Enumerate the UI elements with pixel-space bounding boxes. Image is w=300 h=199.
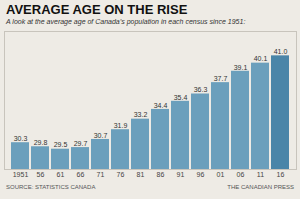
svg-text:41.0: 41.0	[274, 48, 288, 55]
svg-text:31.9: 31.9	[114, 122, 128, 129]
svg-text:81: 81	[137, 171, 145, 178]
svg-text:96: 96	[197, 171, 205, 178]
svg-text:56: 56	[37, 171, 45, 178]
html-text:THE CANADIAN PRESS: THE CANADIAN PRESS	[227, 184, 294, 190]
html-text:A look at the average age of C: A look at the average age of Canada’s po…	[6, 18, 246, 25]
svg-text:33.2: 33.2	[134, 111, 148, 118]
svg-text:86: 86	[157, 171, 165, 178]
svg-text:06: 06	[237, 171, 245, 178]
svg-text:40.1: 40.1	[254, 55, 268, 62]
svg-text:39.1: 39.1	[234, 64, 248, 71]
svg-text:71: 71	[97, 171, 105, 178]
svg-text:29.5: 29.5	[54, 141, 68, 148]
svg-text:66: 66	[77, 171, 85, 178]
svg-text:30.7: 30.7	[94, 132, 108, 139]
svg-text:35.4: 35.4	[174, 94, 188, 101]
svg-text:91: 91	[177, 171, 185, 178]
svg-text:01: 01	[217, 171, 225, 178]
svg-text:30.3: 30.3	[14, 135, 28, 142]
svg-text:76: 76	[117, 171, 125, 178]
html-text:SOURCE: STATISTICS CANADA: SOURCE: STATISTICS CANADA	[6, 184, 96, 190]
svg-text:29.8: 29.8	[34, 139, 48, 146]
svg-text:61: 61	[57, 171, 65, 178]
svg-text:11: 11	[257, 171, 264, 178]
svg-text:36.3: 36.3	[194, 86, 208, 93]
svg-text:37.7: 37.7	[214, 75, 228, 82]
svg-text:1951: 1951	[13, 171, 29, 178]
svg-text:16: 16	[277, 171, 285, 178]
svg-text:34.4: 34.4	[154, 102, 168, 109]
svg-text:29.7: 29.7	[74, 140, 88, 147]
html-text:AVERAGE AGE ON THE RISE: AVERAGE AGE ON THE RISE	[6, 2, 188, 17]
